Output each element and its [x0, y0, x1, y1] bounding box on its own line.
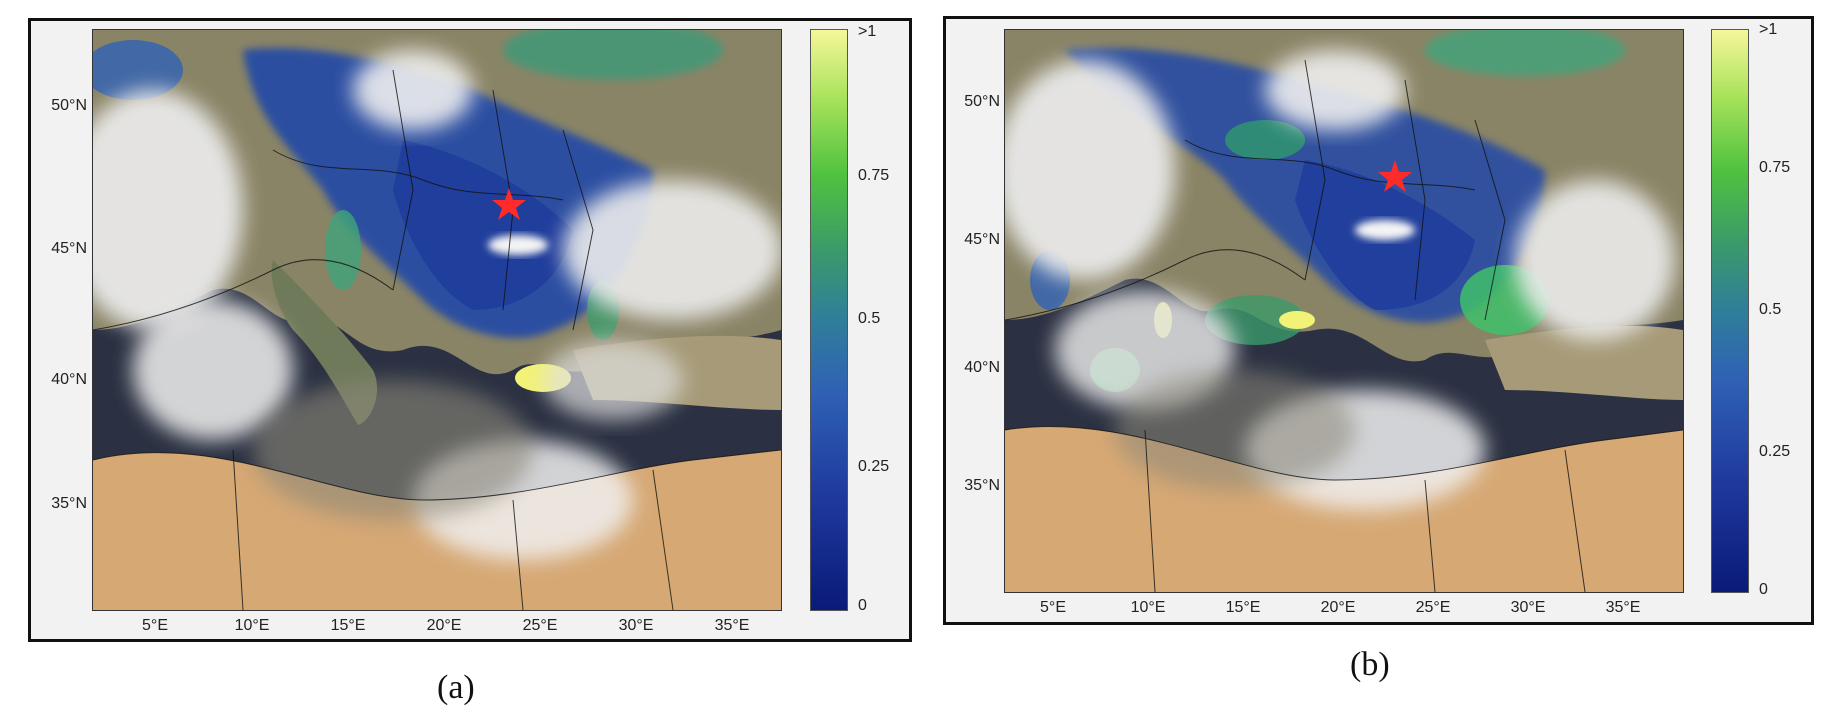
lon-label: 30°E — [1510, 599, 1546, 616]
colorbar-tick: 0.5 — [858, 310, 881, 327]
colorbar-b — [1711, 29, 1749, 593]
location-star-b — [1378, 160, 1412, 192]
panel-caption-b: (b) — [1350, 646, 1390, 683]
lat-label: 35°N — [51, 495, 87, 512]
lat-label: 35°N — [964, 477, 1000, 494]
lon-label: 10°E — [1130, 599, 1166, 616]
map-panel-a: 50°N 45°N 40°N 35°N 5°E 10°E 15°E 20°E 2… — [28, 18, 912, 642]
lat-label: 50°N — [51, 97, 87, 114]
panel-caption-a: (a) — [437, 669, 475, 706]
colorbar-tick: >1 — [858, 23, 877, 40]
lon-label: 35°E — [714, 617, 750, 634]
colorbar-tick: 0.75 — [858, 167, 890, 184]
location-star-a — [492, 188, 526, 220]
satellite-map-a — [92, 29, 782, 611]
lat-label: 40°N — [51, 371, 87, 388]
lon-label: 5°E — [1040, 599, 1066, 616]
lon-label: 15°E — [330, 617, 366, 634]
lon-label: 20°E — [426, 617, 462, 634]
lon-label: 15°E — [1225, 599, 1261, 616]
lon-label: 10°E — [234, 617, 270, 634]
colorbar-tick: 0 — [1759, 581, 1768, 598]
lat-label: 50°N — [964, 93, 1000, 110]
lon-label: 35°E — [1605, 599, 1641, 616]
lat-label: 40°N — [964, 359, 1000, 376]
colorbar-a — [810, 29, 848, 611]
lat-label: 45°N — [964, 231, 1000, 248]
lon-label: 30°E — [618, 617, 654, 634]
map-image-b — [1005, 30, 1683, 592]
lon-label: 20°E — [1320, 599, 1356, 616]
colorbar-tick: 0.75 — [1759, 159, 1791, 176]
lat-label: 45°N — [51, 240, 87, 257]
map-panel-b: 50°N 45°N 40°N 35°N 5°E 10°E 15°E 20°E 2… — [943, 16, 1814, 625]
lon-label: 5°E — [142, 617, 168, 634]
lon-label: 25°E — [1415, 599, 1451, 616]
colorbar-tick: 0.25 — [1759, 443, 1791, 460]
colorbar-tick: >1 — [1759, 21, 1778, 38]
map-image-a — [93, 30, 781, 610]
lon-label: 25°E — [522, 617, 558, 634]
colorbar-tick: 0.25 — [858, 458, 890, 475]
colorbar-tick: 0.5 — [1759, 301, 1782, 318]
colorbar-tick: 0 — [858, 597, 867, 614]
satellite-map-b — [1004, 29, 1684, 593]
